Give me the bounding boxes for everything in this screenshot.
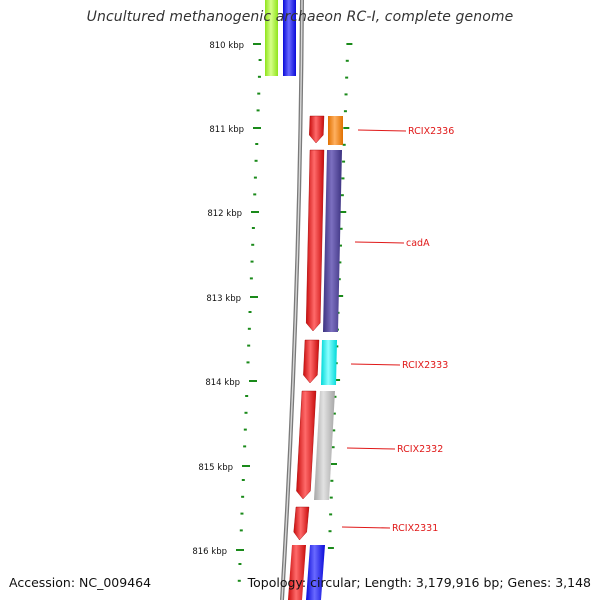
gene-label-3: RCIX2332	[397, 444, 443, 455]
ruler-label-3: 813 kbp	[206, 294, 241, 304]
ruler-label-2: 812 kbp	[207, 209, 242, 219]
cog-block-purple	[323, 150, 342, 332]
ruler-label-1: 811 kbp	[209, 125, 244, 135]
ruler-label-4: 814 kbp	[205, 378, 240, 388]
gene-RCIX2332	[296, 390, 317, 500]
genome-summary: Topology: circular; Length: 3,179,916 bp…	[247, 575, 591, 590]
gene-RCIX2331	[293, 506, 310, 541]
gene-label-0: RCIX2336	[408, 126, 454, 137]
gene-label-2: RCIX2333	[402, 360, 448, 371]
gene-RCIX2336	[309, 115, 325, 144]
ruler-label-5: 815 kbp	[198, 463, 233, 473]
lime-block-top	[265, 0, 278, 76]
ruler-label-6: 816 kbp	[192, 547, 227, 557]
cog-block-cyan	[321, 340, 337, 385]
blue-block-top	[283, 0, 296, 76]
gene-RCIX2333	[303, 339, 320, 384]
cog-block-gray	[314, 391, 335, 500]
gene-label-leader-3	[346, 447, 396, 450]
backbone-highlight	[281, 0, 303, 601]
gene-partial-bottom	[288, 545, 306, 600]
gene-label-4: RCIX2331	[392, 523, 438, 534]
gene-label-leader-0	[357, 129, 407, 132]
gene-label-leader-1	[354, 241, 405, 244]
cog-block-orange	[328, 116, 343, 145]
ruler-label-0: 810 kbp	[209, 41, 244, 51]
gene-label-leader-2	[350, 363, 401, 366]
map-title: Uncultured methanogenic archaeon RC-I, c…	[86, 9, 514, 25]
cog-block-blue-bottom	[306, 545, 325, 600]
gene-label-leader-4	[341, 526, 391, 529]
gene-cadA	[305, 149, 325, 332]
accession-label: Accession: NC_009464	[9, 575, 152, 590]
gene-label-1: cadA	[406, 238, 430, 249]
